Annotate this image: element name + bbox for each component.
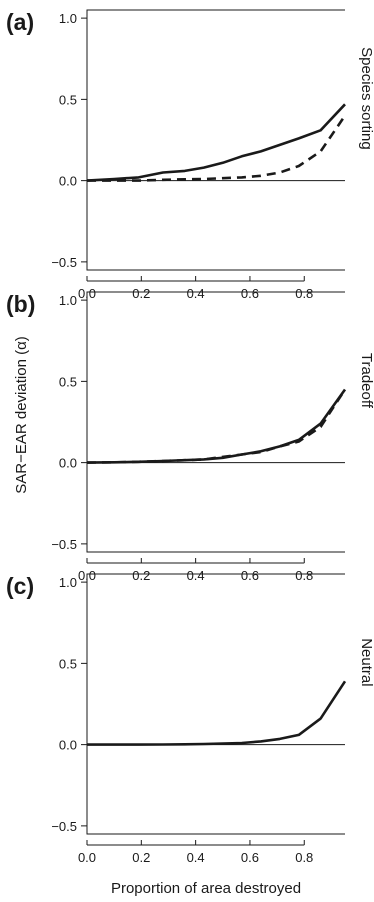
x-tick-label: 0.2 [132, 850, 150, 865]
y-tick-label: 0.0 [59, 174, 77, 189]
y-tick-label: 1.0 [59, 575, 77, 590]
y-tick-label: 0.5 [59, 656, 77, 671]
y-tick-label: −0.5 [51, 537, 77, 552]
x-tick-label: 0.6 [241, 850, 259, 865]
series-line-solid [87, 104, 345, 180]
x-tick-label: 0.2 [132, 286, 150, 301]
x-tick-label: 0.2 [132, 568, 150, 583]
x-tick-label: 0.0 [78, 850, 96, 865]
chart-panel-2: −0.50.00.51.00.0 0.2 0.4 0.6 0.8(b)Tradeoff [6, 291, 374, 583]
chart-panels: −0.5 0.0 0.5 1.0 0.0 0.2 0.4 0.6 0.8 (a) Species s… [6, 9, 374, 865]
series-line-dashed [87, 116, 345, 181]
y-axis-title: SAR−EAR deviation (α) [13, 336, 30, 494]
x-tick-label: 0.8 [295, 568, 313, 583]
x-tick-label: 0.8 [295, 850, 313, 865]
panel-label: (a) [6, 9, 34, 35]
y-tick-label: 0.5 [59, 92, 77, 107]
series-line-dashed [87, 390, 345, 463]
x-tick-label: 0.4 [187, 850, 205, 865]
panel-label: (b) [6, 291, 35, 317]
plot-frame [87, 292, 345, 552]
series-line-solid [87, 681, 345, 744]
x-axis-title: Proportion of area destroyed [111, 880, 301, 897]
y-tick-label: 1.0 [59, 293, 77, 308]
y-tick-label: 0.0 [59, 738, 77, 753]
panel-title: Species sorting [358, 47, 374, 150]
plot-frame [87, 10, 345, 270]
x-tick-label: 0.6 [241, 568, 259, 583]
x-tick-label: 0.8 [295, 286, 313, 301]
y-tick-label: −0.5 [51, 255, 77, 270]
chart-panel-1: −0.50.00.51.00.0 0.2 0.4 0.6 0.8(a)Species s… [6, 9, 374, 301]
x-tick-label: 0.4 [187, 286, 205, 301]
plot-frame [87, 574, 345, 834]
panel-label: (c) [6, 573, 34, 599]
y-tick-label: 0.5 [59, 374, 77, 389]
y-tick-label: 0.0 [59, 456, 77, 471]
x-tick-label: 0.6 [241, 286, 259, 301]
x-tick-label: 0.4 [187, 568, 205, 583]
y-tick-label: −0.5 [51, 819, 77, 834]
chart-panel-3: −0.5 0.0 0.5 1.0 0.0 0.2 0.4 0.6 0.8 (c) Neutral [6, 573, 374, 865]
series-line-solid [87, 390, 345, 463]
y-tick-label: 1.0 [59, 11, 77, 26]
panel-title: Tradeoff [358, 353, 374, 409]
panel-title: Neutral [358, 638, 374, 686]
